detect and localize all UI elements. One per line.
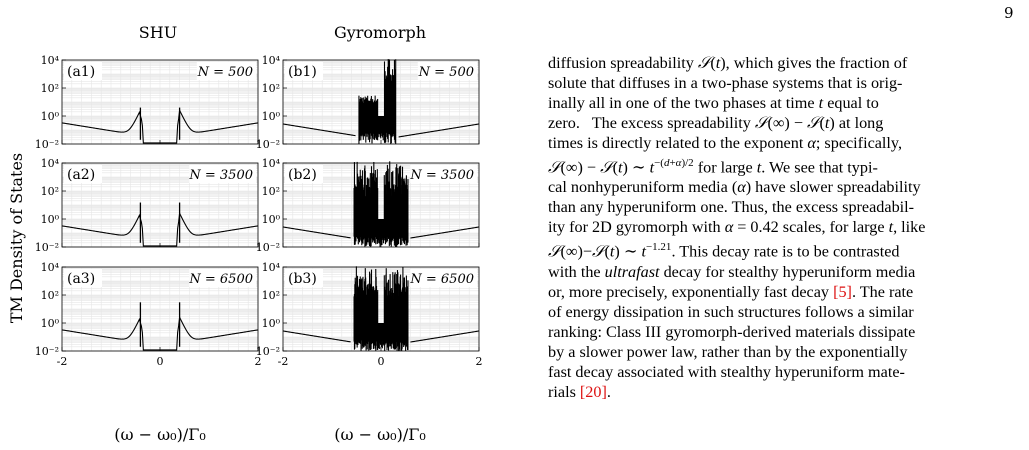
n-label: N = 6500 xyxy=(188,272,253,287)
n-label-bg xyxy=(189,269,256,287)
n-label: N = 500 xyxy=(197,65,253,80)
y-tick-label: 10⁰ xyxy=(41,110,60,123)
text-line: fast decay associated with stealthy hype… xyxy=(548,362,905,381)
x-tick-label: 2 xyxy=(476,355,483,368)
y-tick-label: 10⁻² xyxy=(35,138,59,151)
panel-label-bg xyxy=(285,62,323,80)
y-tick-label: 10⁰ xyxy=(262,110,281,123)
panel-label: (b1) xyxy=(288,64,317,80)
y-axis-label: TM Density of States xyxy=(7,153,26,323)
dos-curve xyxy=(410,330,480,343)
y-tick-label: 10² xyxy=(262,82,280,95)
panel-label: (a1) xyxy=(67,64,95,80)
col-title-gyromorph: Gyromorph xyxy=(334,23,426,42)
dos-curve xyxy=(282,226,351,239)
y-tick-label: 10² xyxy=(41,185,59,198)
text-line: 𝒮(∞)−𝒮(t) ∼ t−1.21. This decay rate is t… xyxy=(548,241,900,261)
text-line: or, more precisely, exponentially fast d… xyxy=(548,282,914,301)
n-label-bg xyxy=(196,62,256,80)
y-tick-label: 10⁰ xyxy=(41,317,60,330)
y-tick-label: 10⁻² xyxy=(256,345,280,358)
text-line: than any hyperuniform one. Thus, the exc… xyxy=(548,198,915,217)
y-tick-label: 10² xyxy=(262,289,280,302)
text-line: 𝒮(∞) − 𝒮(t) ∼ t−(d+α)/2 for large t. We … xyxy=(548,157,878,177)
panel-label: (a2) xyxy=(67,167,95,183)
dos-curve xyxy=(410,226,480,239)
dos-curve xyxy=(61,315,259,351)
dos-curve xyxy=(61,108,259,144)
x-tick-label: -2 xyxy=(57,355,68,368)
n-label-bg xyxy=(417,62,477,80)
n-label-bg xyxy=(410,269,477,287)
text-line: inally all in one of the two phases at t… xyxy=(548,94,879,112)
n-label: N = 6500 xyxy=(409,272,474,287)
y-tick-label: 10⁴ xyxy=(262,54,281,67)
text-line: solute that diffuses in a two-phase syst… xyxy=(548,74,903,92)
n-label: N = 500 xyxy=(418,65,474,80)
panel-label-bg xyxy=(285,165,323,183)
y-tick-label: 10⁰ xyxy=(41,213,60,226)
x-axis-label-right: (ω − ω₀)/Γ₀ xyxy=(334,425,425,444)
y-tick-label: 10⁴ xyxy=(41,157,60,170)
page-number: 9 xyxy=(1004,4,1014,22)
n-label-bg xyxy=(189,165,256,183)
x-tick-label: 0 xyxy=(157,355,164,368)
panel-label-bg xyxy=(64,269,102,287)
x-tick-label: 0 xyxy=(378,355,385,368)
y-tick-label: 10⁻² xyxy=(256,138,280,151)
y-tick-label: 10² xyxy=(41,82,59,95)
figure: SHU Gyromorph TM Density of States (ω − … xyxy=(7,23,483,444)
y-tick-label: 10⁻² xyxy=(35,345,59,358)
text-line: of energy dissipation in such structures… xyxy=(548,302,914,321)
panel-label-bg xyxy=(64,62,102,80)
y-tick-label: 10² xyxy=(41,289,59,302)
y-tick-label: 10⁰ xyxy=(262,213,281,226)
dos-curve xyxy=(282,123,356,137)
y-tick-label: 10⁴ xyxy=(41,261,60,274)
x-tick-label: -2 xyxy=(278,355,289,368)
y-tick-label: 10² xyxy=(262,185,280,198)
text-line: by a slower power law, rather than by th… xyxy=(548,342,908,361)
n-label: N = 3500 xyxy=(409,168,474,183)
panel-label: (b3) xyxy=(288,271,317,287)
y-tick-label: 10⁴ xyxy=(262,261,281,274)
panel-label-bg xyxy=(285,269,323,287)
panel-label: (b2) xyxy=(288,167,317,183)
y-tick-label: 10⁻² xyxy=(256,241,280,254)
n-label: N = 3500 xyxy=(188,168,253,183)
y-tick-label: 10⁻² xyxy=(35,241,59,254)
text-line: ranking: Class III gyromorph-derived mat… xyxy=(548,322,916,341)
text-line: rials [20]. xyxy=(548,382,611,401)
text-line: diffusion spreadability 𝒮(t), which give… xyxy=(548,54,908,72)
y-tick-label: 10⁴ xyxy=(41,54,60,67)
x-axis-label-left: (ω − ω₀)/Γ₀ xyxy=(114,425,205,444)
text-line: times is directly related to the exponen… xyxy=(548,134,903,152)
text-line: ity for 2D gyromorph with α = 0.42 scale… xyxy=(548,218,926,237)
text-line: cal nonhyperuniform media (α) have slowe… xyxy=(548,178,921,197)
text-line: with the ultrafast decay for stealthy hy… xyxy=(548,262,916,281)
panel-label-bg xyxy=(64,165,102,183)
y-tick-label: 10⁴ xyxy=(262,157,281,170)
dos-curve xyxy=(61,211,259,247)
n-label-bg xyxy=(410,165,477,183)
dos-curve xyxy=(398,123,480,138)
col-title-shu: SHU xyxy=(139,23,177,42)
y-tick-label: 10⁰ xyxy=(262,317,281,330)
body-paragraph: diffusion spreadability 𝒮(t), which give… xyxy=(548,53,1014,402)
text-line: zero. The excess spreadability 𝒮(∞) − 𝒮(… xyxy=(548,114,884,132)
panel-label: (a3) xyxy=(67,271,95,287)
dos-curve xyxy=(282,330,351,343)
x-tick-label: 2 xyxy=(255,355,262,368)
